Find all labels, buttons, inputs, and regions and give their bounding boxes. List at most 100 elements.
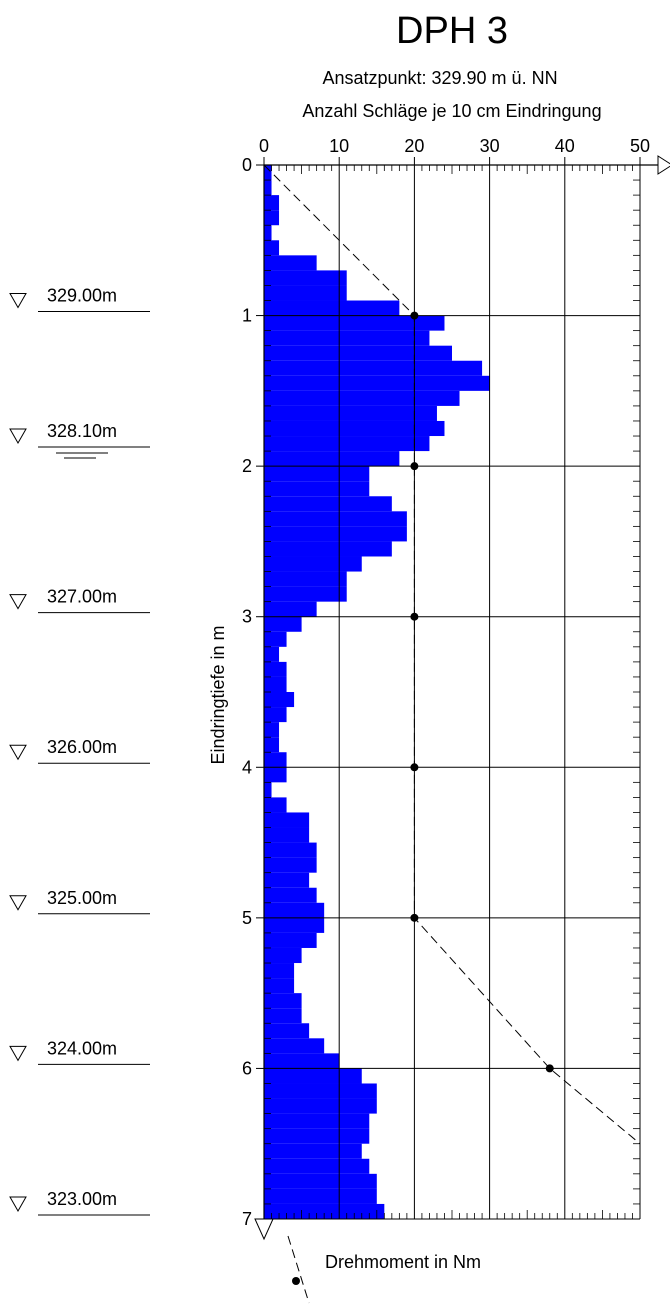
bar-7	[264, 255, 317, 271]
bar-60	[264, 1053, 340, 1069]
bar-39	[264, 737, 280, 753]
x-axis-label: Anzahl Schläge je 10 cm Eindringung	[302, 101, 601, 121]
bar-6	[264, 240, 280, 256]
elevation-marker-6: 324.00m	[9, 1038, 150, 1065]
bar-26	[264, 541, 392, 557]
bar-4	[264, 210, 280, 226]
x-axis-arrow	[657, 155, 670, 175]
elevation-marker-5: 325.00m	[9, 888, 150, 915]
elevation-marker-1: 329.00m	[9, 286, 150, 313]
bar-51	[264, 917, 325, 933]
y-axis-arrow	[254, 1218, 274, 1241]
bar-25	[264, 526, 407, 542]
bar-17	[264, 405, 437, 421]
bar-11	[264, 315, 445, 331]
y-tick-label-5: 5	[242, 908, 252, 928]
y-tick-label-6: 6	[242, 1058, 252, 1078]
bar-42	[264, 782, 272, 798]
bar-10	[264, 300, 400, 316]
bar-15	[264, 375, 490, 391]
bar-53	[264, 947, 302, 964]
bar-54	[264, 963, 295, 979]
bar-1	[264, 165, 272, 181]
bar-59	[264, 1038, 325, 1054]
bar-38	[264, 722, 280, 738]
y-axis-label: Eindringtiefe in m	[208, 625, 228, 764]
bar-27	[264, 556, 362, 572]
bar-36	[264, 692, 295, 708]
level-triangle-icon	[9, 1196, 27, 1212]
torque-point-3	[410, 612, 419, 621]
elevation-label: 324.00m	[47, 1038, 117, 1058]
chart-subtitle: Ansatzpunkt: 329.90 m ü. NN	[322, 68, 557, 88]
bar-47	[264, 857, 317, 873]
torque-point-4	[410, 763, 419, 772]
bar-12	[264, 330, 430, 346]
bar-5	[264, 225, 272, 241]
legend-dashed-line	[287, 1235, 310, 1304]
elevation-label: 327.00m	[47, 587, 117, 607]
bar-35	[264, 676, 287, 692]
x-tick-label-30: 30	[480, 136, 500, 156]
bar-50	[264, 902, 325, 918]
x-tick-label-50: 50	[630, 136, 650, 156]
bar-23	[264, 496, 392, 512]
level-triangle-icon	[9, 428, 27, 445]
bar-9	[264, 285, 347, 301]
legend-label: Drehmoment in Nm	[325, 1252, 481, 1272]
bar-43	[264, 797, 287, 813]
bar-49	[264, 887, 317, 903]
bar-44	[264, 812, 310, 828]
bar-30	[264, 601, 317, 617]
x-tick-label-20: 20	[404, 136, 424, 156]
bar-34	[264, 661, 287, 677]
x-tick-labels: 0 10 20 30 40 50	[259, 136, 650, 165]
blow-count-bars	[264, 165, 490, 1219]
bar-45	[264, 827, 310, 843]
x-tick-label-40: 40	[555, 136, 575, 156]
chart-title: DPH 3	[396, 10, 508, 52]
level-triangle-icon	[9, 744, 27, 761]
elevation-label: 329.00m	[47, 286, 117, 306]
bar-3	[264, 195, 280, 211]
torque-legend: Drehmoment in Nm	[287, 1235, 481, 1304]
bar-19	[264, 436, 430, 452]
bar-18	[264, 420, 445, 437]
bar-68	[264, 1173, 377, 1189]
bar-22	[264, 481, 370, 497]
bar-2	[264, 180, 272, 196]
bar-52	[264, 932, 317, 948]
bar-28	[264, 571, 347, 587]
y-tick-label-4: 4	[242, 757, 252, 777]
bar-41	[264, 767, 287, 783]
elevation-markers: 329.00m 328.10m 327.00m 326.00m 325.00m 324.0…	[9, 286, 150, 1216]
grid-lines	[264, 165, 640, 1219]
y-tick-labels: 0 1 2 3 4 5 6 7	[242, 155, 264, 1229]
x-tick-label-10: 10	[329, 136, 349, 156]
bar-31	[264, 616, 302, 632]
bar-16	[264, 390, 460, 406]
y-tick-label-7: 7	[242, 1209, 252, 1229]
bar-67	[264, 1158, 370, 1174]
bar-57	[264, 1008, 302, 1024]
bar-58	[264, 1023, 310, 1039]
torque-point-1	[410, 311, 419, 320]
bar-40	[264, 752, 287, 768]
torque-polyline	[263, 164, 641, 1145]
torque-point-6	[545, 1064, 554, 1073]
elevation-marker-3: 327.00m	[9, 587, 150, 614]
bar-8	[264, 270, 347, 286]
bar-32	[264, 631, 287, 647]
bar-56	[264, 993, 302, 1009]
torque-point-2	[410, 462, 419, 471]
bar-20	[264, 451, 400, 467]
bar-65	[264, 1128, 370, 1144]
elevation-marker-2: 328.10m	[9, 421, 150, 459]
bar-13	[264, 345, 452, 361]
level-triangle-icon	[9, 293, 27, 309]
elevation-marker-7: 323.00m	[9, 1189, 150, 1216]
y-tick-label-0: 0	[242, 155, 252, 175]
torque-line	[263, 164, 641, 1145]
bar-37	[264, 707, 287, 723]
bar-48	[264, 872, 310, 888]
